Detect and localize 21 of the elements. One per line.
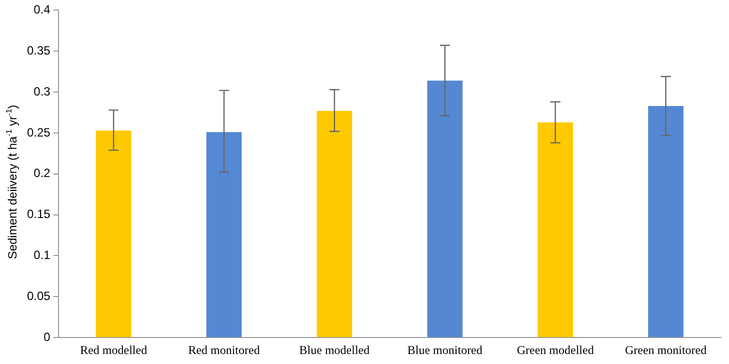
y-tick-label: 0.4	[34, 2, 51, 17]
y-tick-label: 0.25	[26, 125, 51, 140]
y-tick-label: 0.3	[34, 84, 51, 98]
bar	[427, 80, 463, 338]
x-tick-label: Blue monitored	[407, 342, 482, 357]
x-tick-label: Green monitored	[624, 342, 707, 357]
x-tick-label: Green modelled	[516, 342, 594, 357]
y-tick-label: 0.15	[26, 207, 51, 222]
bar	[206, 132, 242, 338]
y-tick-label: 0.2	[34, 166, 51, 180]
bar	[316, 110, 352, 338]
x-tick-label: Blue modelled	[299, 342, 370, 357]
bar	[96, 130, 132, 338]
y-tick-label: 0.35	[26, 43, 51, 58]
x-tick-label: Red modelled	[80, 342, 148, 357]
bar	[648, 106, 684, 338]
bar	[538, 122, 574, 338]
y-tick-label: 0.1	[34, 248, 51, 262]
y-tick-label: 0	[44, 330, 51, 344]
y-tick-label: 0.05	[26, 288, 51, 303]
x-tick-label: Red monitored	[188, 342, 260, 357]
